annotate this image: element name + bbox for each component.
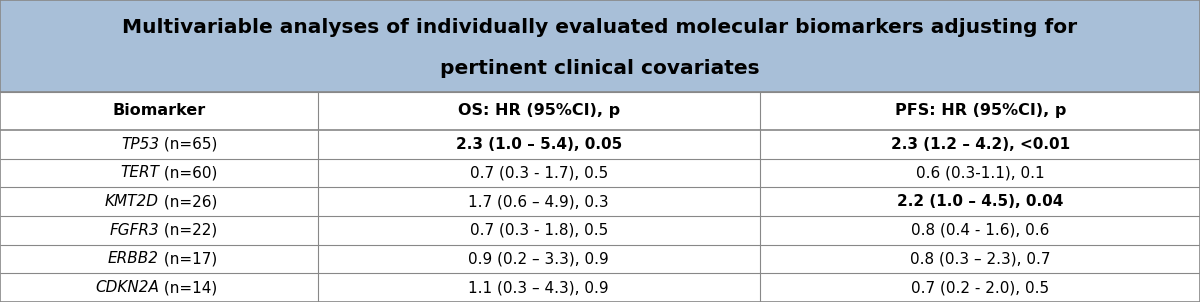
Bar	[0, 245, 1200, 273]
Text: Multivariable analyses of individually evaluated molecular biomarkers adjusting : Multivariable analyses of individually e…	[122, 18, 1078, 37]
Text: 2.3 (1.0 – 5.4), 0.05: 2.3 (1.0 – 5.4), 0.05	[456, 137, 622, 152]
Text: 1.1 (0.3 – 4.3), 0.9: 1.1 (0.3 – 4.3), 0.9	[468, 280, 610, 295]
Text: CDKN2A: CDKN2A	[95, 280, 158, 295]
Text: Biomarker: Biomarker	[113, 104, 205, 118]
Text: 0.7 (0.3 - 1.7), 0.5: 0.7 (0.3 - 1.7), 0.5	[469, 165, 608, 180]
Text: TERT: TERT	[120, 165, 158, 180]
Text: (n=14): (n=14)	[158, 280, 217, 295]
Text: (n=22): (n=22)	[158, 223, 217, 238]
Text: 1.7 (0.6 – 4.9), 0.3: 1.7 (0.6 – 4.9), 0.3	[468, 194, 610, 209]
Bar	[0, 92, 1200, 130]
Text: (n=26): (n=26)	[158, 194, 217, 209]
Text: (n=65): (n=65)	[158, 137, 217, 152]
Text: 0.8 (0.4 - 1.6), 0.6: 0.8 (0.4 - 1.6), 0.6	[911, 223, 1050, 238]
Text: 0.7 (0.3 - 1.8), 0.5: 0.7 (0.3 - 1.8), 0.5	[469, 223, 608, 238]
Bar	[0, 130, 1200, 159]
Text: PFS: HR (95%CI), p: PFS: HR (95%CI), p	[895, 104, 1066, 118]
Text: KMT2D: KMT2D	[106, 194, 158, 209]
Text: TP53: TP53	[121, 137, 158, 152]
Text: OS: HR (95%CI), p: OS: HR (95%CI), p	[457, 104, 620, 118]
Bar	[0, 0, 1200, 92]
Bar	[0, 159, 1200, 187]
Text: pertinent clinical covariates: pertinent clinical covariates	[440, 59, 760, 78]
Bar	[0, 273, 1200, 302]
Text: (n=17): (n=17)	[158, 252, 217, 266]
Text: 2.2 (1.0 – 4.5), 0.04: 2.2 (1.0 – 4.5), 0.04	[898, 194, 1063, 209]
Text: 2.3 (1.2 – 4.2), <0.01: 2.3 (1.2 – 4.2), <0.01	[890, 137, 1070, 152]
Text: FGFR3: FGFR3	[109, 223, 158, 238]
Bar	[0, 187, 1200, 216]
Text: (n=60): (n=60)	[158, 165, 217, 180]
Text: 0.8 (0.3 – 2.3), 0.7: 0.8 (0.3 – 2.3), 0.7	[910, 252, 1051, 266]
Text: 0.9 (0.2 – 3.3), 0.9: 0.9 (0.2 – 3.3), 0.9	[468, 252, 610, 266]
Text: 0.6 (0.3-1.1), 0.1: 0.6 (0.3-1.1), 0.1	[916, 165, 1045, 180]
Text: ERBB2: ERBB2	[108, 252, 158, 266]
Text: 0.7 (0.2 - 2.0), 0.5: 0.7 (0.2 - 2.0), 0.5	[911, 280, 1050, 295]
Bar	[0, 216, 1200, 245]
